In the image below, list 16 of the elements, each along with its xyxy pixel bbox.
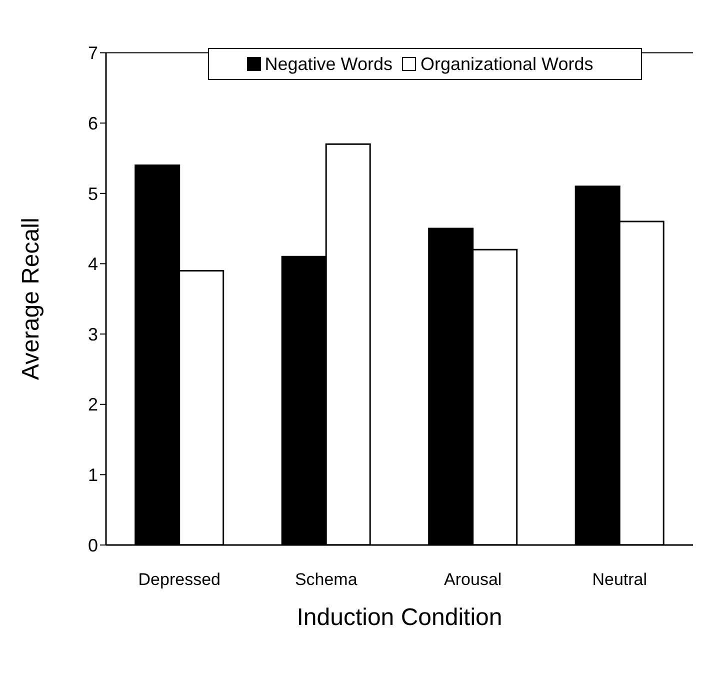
y-tick-label: 2 [88,394,98,415]
x-tick-label: Neutral [592,570,648,590]
y-tick-label: 4 [88,254,98,274]
legend-label: Negative Words [264,54,392,74]
x-tick-label: Arousal [444,570,502,590]
y-tick-label: 3 [88,324,98,344]
x-tick-label: Depressed [138,570,220,590]
legend-label: Organizational Words [420,54,594,74]
x-tick-label: Schema [294,570,358,590]
y-tick-label: 5 [88,184,98,204]
y-tick-label: 7 [88,43,98,64]
x-axis-title: Induction Condition [296,604,502,631]
y-tick-label: 0 [88,535,98,556]
y-axis-title: Average Recall [18,218,45,380]
y-tick-label: 1 [88,465,98,486]
y-tick-label: 6 [88,113,98,134]
